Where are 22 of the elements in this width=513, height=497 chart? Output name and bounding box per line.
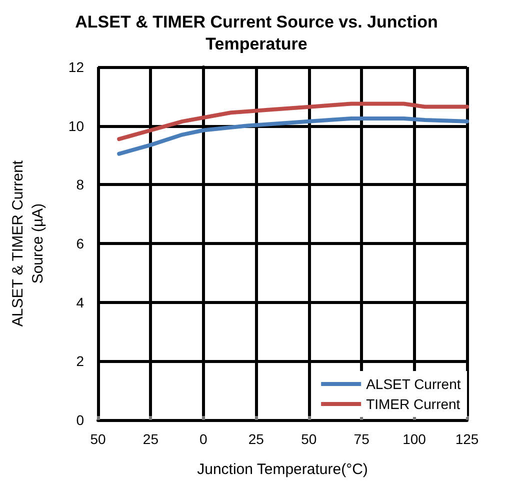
y-tick-label: 0	[76, 412, 84, 428]
y-tick-label: 4	[76, 294, 84, 310]
y-tick-label: 6	[76, 236, 84, 252]
line-series	[117, 116, 469, 156]
y-tick-label: 10	[68, 118, 84, 134]
y-tick-label: 2	[76, 353, 84, 370]
legend-label: TIMER Current	[366, 396, 460, 412]
y-axis-title: ALSET & TIMER Current Source (µA)	[10, 160, 46, 327]
x-tick-label: 50	[301, 431, 317, 447]
x-tick-label: 25	[142, 431, 159, 447]
chart-title: ALSET & TIMER Current Source vs. Junction Temperature	[75, 12, 438, 54]
x-tick-label: 25	[248, 431, 264, 447]
x-tick-label: 125	[455, 431, 479, 447]
x-axis-title: Junction Temperature(°C)	[197, 461, 368, 478]
x-tick-label: 0	[200, 431, 208, 447]
x-tick-label: 100	[402, 431, 426, 447]
y-tick-label: 8	[76, 176, 84, 193]
x-tick-label: 50	[90, 431, 106, 447]
y-tick-label: 12	[68, 59, 84, 75]
line-series	[117, 102, 469, 142]
x-tick-label: 75	[354, 431, 370, 447]
legend-label: ALSET Current	[366, 376, 461, 392]
